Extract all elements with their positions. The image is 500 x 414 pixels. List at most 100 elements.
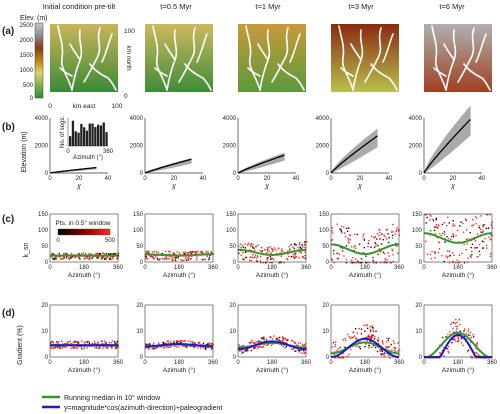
data-point bbox=[283, 262, 285, 264]
data-point bbox=[280, 262, 283, 264]
data-point bbox=[257, 347, 259, 349]
model-fit-curve bbox=[145, 343, 213, 348]
data-point bbox=[281, 339, 284, 341]
data-point bbox=[441, 255, 443, 257]
data-point bbox=[336, 252, 338, 254]
scatter-plot: 0 10 20 0 180 360 Azimuth (°) bbox=[229, 303, 311, 374]
data-point bbox=[242, 351, 244, 353]
data-point bbox=[381, 233, 383, 235]
x-tick-label: 0 bbox=[48, 265, 52, 271]
data-point bbox=[370, 338, 372, 340]
data-point bbox=[458, 262, 460, 264]
data-point bbox=[198, 342, 201, 344]
data-point bbox=[459, 225, 461, 227]
data-point bbox=[380, 250, 382, 252]
data-point bbox=[390, 231, 393, 233]
data-point bbox=[54, 257, 56, 259]
data-point bbox=[185, 345, 187, 348]
data-point bbox=[455, 340, 457, 343]
data-point bbox=[465, 249, 467, 251]
data-point bbox=[188, 256, 190, 258]
data-point bbox=[363, 246, 365, 249]
data-point bbox=[93, 340, 95, 343]
data-point bbox=[261, 250, 264, 252]
data-point bbox=[151, 251, 154, 253]
data-point bbox=[148, 344, 150, 346]
data-point bbox=[152, 344, 154, 346]
data-point bbox=[167, 257, 169, 260]
data-point bbox=[392, 254, 394, 256]
data-point bbox=[111, 340, 114, 342]
data-point bbox=[101, 340, 103, 342]
river-channel bbox=[57, 25, 73, 91]
data-point bbox=[382, 251, 385, 253]
river-channel bbox=[382, 33, 394, 63]
x-tick-label: 180 bbox=[267, 360, 278, 366]
data-point bbox=[238, 345, 241, 348]
data-point bbox=[483, 241, 485, 243]
data-point bbox=[167, 340, 170, 342]
y-tick-label: 100 bbox=[319, 228, 330, 234]
data-point bbox=[453, 254, 455, 256]
data-point bbox=[176, 340, 178, 342]
data-point bbox=[79, 345, 81, 348]
data-point bbox=[152, 347, 155, 349]
data-point bbox=[204, 258, 206, 260]
data-point bbox=[152, 257, 155, 259]
data-point bbox=[448, 222, 450, 224]
data-point bbox=[301, 344, 304, 346]
y-tick-label: 10 bbox=[41, 329, 48, 335]
data-point bbox=[256, 260, 258, 262]
y-tick-label: 20 bbox=[229, 303, 236, 309]
data-point bbox=[443, 355, 445, 357]
data-point bbox=[386, 341, 388, 343]
data-point bbox=[452, 338, 455, 341]
x-tick-label: 0 bbox=[143, 176, 147, 182]
data-point bbox=[301, 352, 303, 354]
data-point bbox=[437, 241, 440, 243]
data-point bbox=[454, 224, 456, 227]
data-point bbox=[102, 256, 105, 258]
data-point bbox=[57, 345, 59, 348]
data-point bbox=[253, 341, 256, 343]
data-point bbox=[257, 341, 260, 343]
median-profile bbox=[144, 158, 192, 174]
river-channel bbox=[338, 25, 354, 91]
data-point bbox=[425, 240, 427, 242]
data-point bbox=[393, 342, 396, 345]
data-point bbox=[382, 239, 385, 241]
data-point bbox=[145, 257, 148, 260]
data-point bbox=[266, 259, 268, 261]
y-tick-label: 20 bbox=[136, 303, 143, 309]
data-point bbox=[208, 256, 211, 259]
running-median-curve bbox=[237, 248, 307, 257]
x-tick-label: 360 bbox=[113, 360, 124, 366]
running-median-curve bbox=[330, 341, 400, 355]
data-point bbox=[393, 349, 396, 351]
data-point bbox=[108, 257, 111, 260]
data-point bbox=[426, 253, 429, 255]
histogram-bar bbox=[77, 132, 80, 146]
data-point bbox=[68, 257, 71, 259]
y-tick-label: 50 bbox=[415, 244, 422, 250]
data-point bbox=[252, 247, 254, 249]
data-point bbox=[238, 344, 240, 346]
scatter-plot: 0 10 20 0 180 360 Azimuth (°) bbox=[41, 303, 123, 374]
data-point bbox=[251, 246, 254, 248]
histogram-bar bbox=[102, 122, 105, 146]
data-point bbox=[379, 229, 381, 231]
data-point bbox=[355, 337, 357, 339]
data-point bbox=[336, 350, 338, 352]
data-point bbox=[256, 257, 258, 259]
data-point bbox=[467, 328, 470, 330]
data-point bbox=[166, 340, 169, 342]
data-point bbox=[256, 260, 258, 263]
data-point bbox=[260, 341, 263, 343]
data-point bbox=[426, 214, 428, 216]
plot-frame bbox=[330, 213, 400, 263]
data-point bbox=[299, 342, 302, 344]
data-point bbox=[56, 341, 58, 343]
data-point bbox=[304, 352, 306, 354]
data-point bbox=[281, 250, 283, 252]
data-point bbox=[103, 346, 105, 348]
